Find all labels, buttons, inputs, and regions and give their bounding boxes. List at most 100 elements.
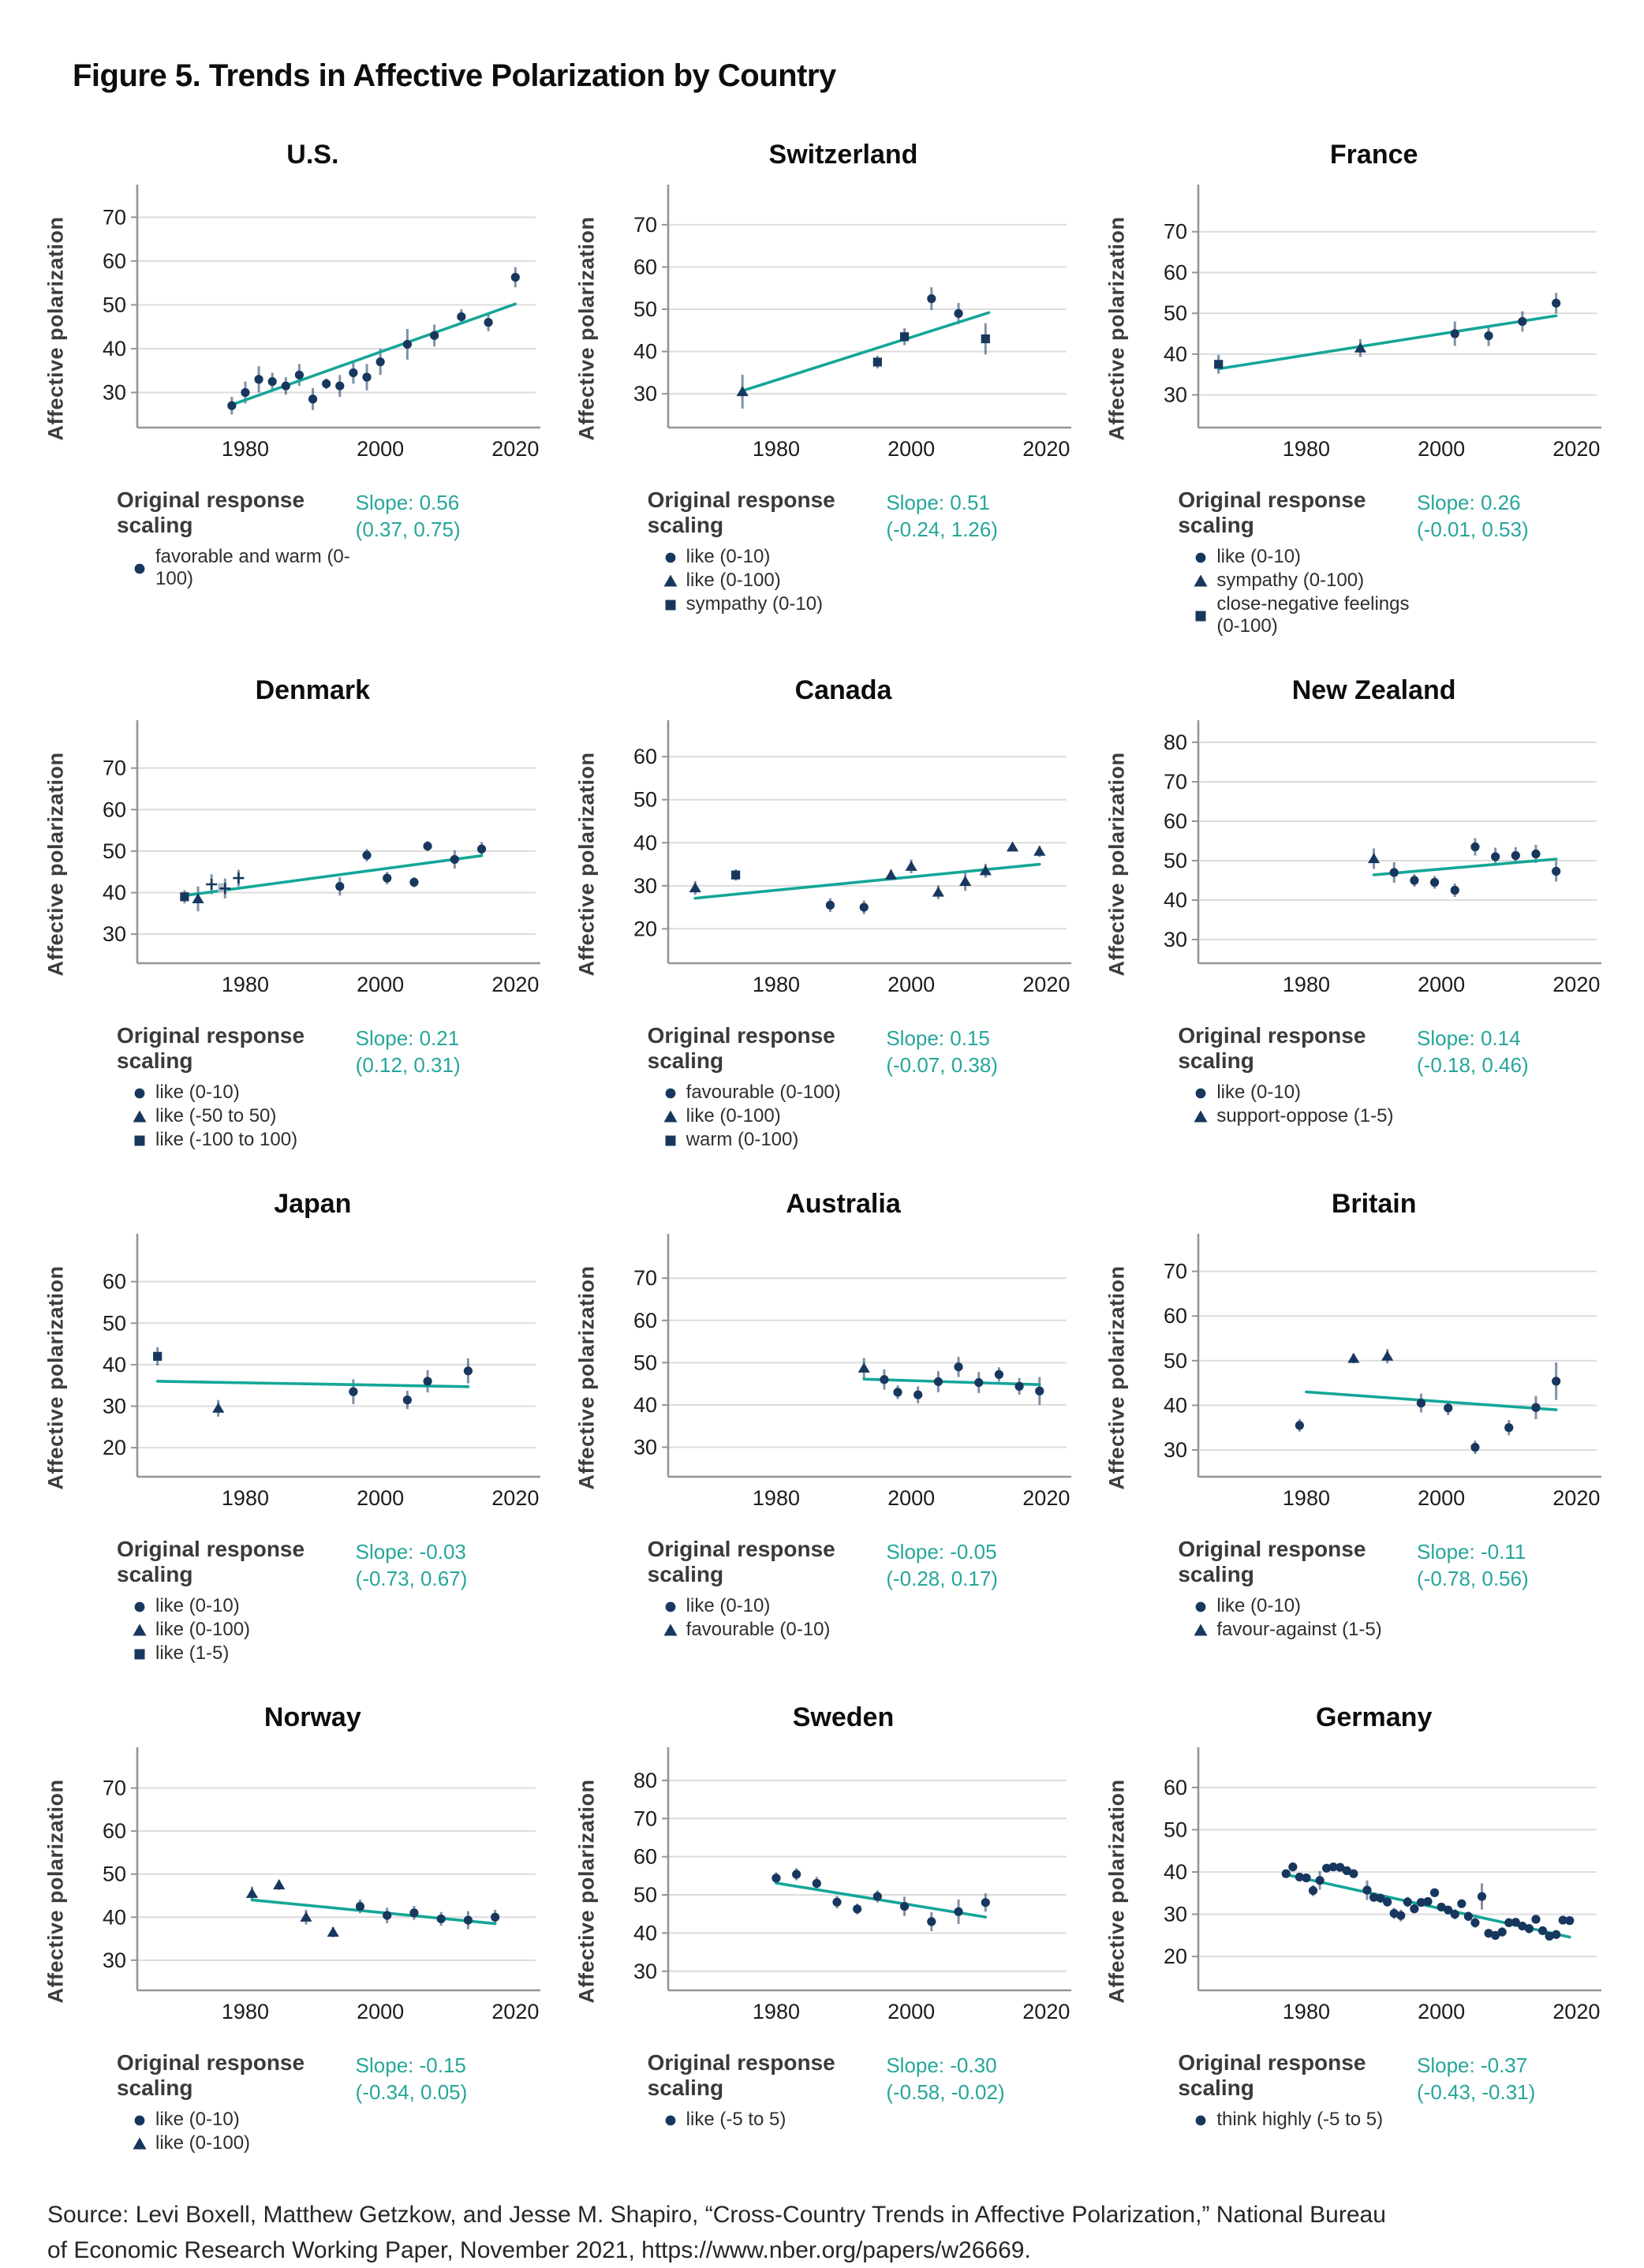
panel-title: U.S. bbox=[286, 140, 339, 170]
slope-confidence-interval: (-0.24, 1.26) bbox=[886, 517, 998, 542]
legend: Original response scaling like (0-10) symp… bbox=[1178, 488, 1417, 639]
legend-item: warm (0-100) bbox=[662, 1129, 887, 1151]
legend: Original response scaling like (0-10) like… bbox=[117, 2050, 356, 2156]
data-point-marker bbox=[376, 357, 385, 367]
x-tick-label: 2020 bbox=[1022, 2000, 1070, 2023]
triangle-marker-icon bbox=[663, 1623, 678, 1636]
data-point-marker bbox=[979, 865, 992, 876]
x-tick-label: 1980 bbox=[222, 2000, 269, 2023]
y-tick-label: 50 bbox=[1164, 1349, 1187, 1373]
data-point-marker bbox=[476, 844, 487, 854]
data-point-marker bbox=[1322, 1863, 1332, 1873]
y-tick-label: 70 bbox=[633, 1807, 657, 1830]
legend: Original response scaling like (0-10) supp… bbox=[1178, 1023, 1417, 1129]
x-tick-label: 1980 bbox=[1283, 973, 1330, 996]
data-point-marker bbox=[879, 1375, 889, 1384]
data-point-marker bbox=[1336, 1863, 1345, 1872]
x-tick-label: 2000 bbox=[1418, 437, 1465, 461]
triangle-marker-icon bbox=[1194, 1110, 1208, 1123]
circle-marker-icon bbox=[134, 2115, 145, 2126]
data-point-marker bbox=[409, 877, 419, 887]
data-point-marker bbox=[1504, 1423, 1514, 1433]
panel-title: Denmark bbox=[255, 675, 371, 705]
slope-annotation: Slope: 0.26 (-0.01, 0.53) bbox=[1417, 488, 1605, 544]
x-tick-label: 1980 bbox=[222, 437, 269, 461]
legend-item: think highly (-5 to 5) bbox=[1192, 2109, 1417, 2131]
data-point-marker bbox=[1288, 1862, 1298, 1872]
legend-item-label: like (0-100) bbox=[155, 1619, 251, 1640]
y-tick-label: 60 bbox=[103, 798, 126, 821]
legend-item-label: like (0-10) bbox=[155, 1595, 240, 1616]
data-point-marker bbox=[926, 294, 936, 304]
y-axis-label: Affective polarization bbox=[569, 730, 605, 998]
y-tick-label: 30 bbox=[633, 1436, 657, 1459]
source-line-1: Source: Levi Boxell, Matthew Getzkow, an… bbox=[47, 2202, 1386, 2228]
legend-title: Original response scaling bbox=[647, 488, 835, 537]
data-point-marker bbox=[294, 370, 305, 379]
legend-item-label: like (0-100) bbox=[686, 1105, 781, 1127]
y-axis-label-text: Affective polarization bbox=[574, 1265, 599, 1490]
legend-title: Original response scaling bbox=[647, 1023, 835, 1073]
y-axis-label: Affective polarization bbox=[38, 1757, 74, 2025]
x-tick-label: 1980 bbox=[753, 1486, 800, 1510]
data-point-marker bbox=[457, 312, 466, 322]
triangle-marker-icon bbox=[1194, 1623, 1208, 1636]
legend-title: Original response scaling bbox=[1178, 1537, 1366, 1586]
y-tick-label: 50 bbox=[633, 788, 657, 812]
legend-item-label: like (0-10) bbox=[686, 546, 771, 567]
data-point-marker bbox=[1518, 316, 1527, 327]
slope-annotation: Slope: -0.03 (-0.73, 0.67) bbox=[356, 1537, 544, 1593]
data-point-marker bbox=[409, 1908, 419, 1918]
data-point-marker bbox=[1552, 298, 1561, 308]
slope-value: Slope: -0.03 bbox=[355, 1540, 466, 1564]
legend-title: Original response scaling bbox=[117, 1537, 305, 1586]
panel-title: Japan bbox=[274, 1189, 352, 1219]
data-point-marker bbox=[872, 357, 882, 367]
panel-u-s-: U.S. Affective polarization 30 40 50 60 70 1980… bbox=[38, 140, 551, 639]
slope-value: Slope: 0.51 bbox=[886, 491, 990, 514]
chart-canada: 20 30 40 50 60 1980 2000 2020 bbox=[633, 720, 1071, 996]
legend-title: Original response scaling bbox=[1178, 1023, 1366, 1073]
chart-new-zealand: 30 40 50 60 70 80 1980 2000 2020 bbox=[1164, 720, 1602, 996]
y-tick-label: 50 bbox=[633, 297, 657, 321]
y-axis-label: Affective polarization bbox=[1099, 1757, 1135, 2025]
legend-item-label: like (1-5) bbox=[155, 1642, 230, 1664]
data-point-marker bbox=[933, 1377, 943, 1387]
panel-norway: Norway Affective polarization 30 40 50 60 70 19… bbox=[38, 1702, 551, 2156]
data-point-marker bbox=[402, 339, 412, 349]
panel-japan: Japan Affective polarization 20 30 40 50 60 198… bbox=[38, 1189, 551, 1666]
y-tick-label: 70 bbox=[1164, 1260, 1187, 1283]
trend-line bbox=[693, 862, 1041, 900]
data-point-marker bbox=[1309, 1885, 1318, 1896]
y-tick-label: 60 bbox=[633, 255, 657, 278]
slope-confidence-interval: (-0.01, 0.53) bbox=[1417, 517, 1529, 542]
panel-germany: Germany Affective polarization 20 30 40 50 60 1… bbox=[1099, 1702, 1612, 2156]
legend-item: close-negative feelings (0-100) bbox=[1192, 593, 1417, 637]
data-point-marker bbox=[1368, 853, 1381, 864]
y-tick-label: 50 bbox=[103, 839, 126, 863]
data-point-marker bbox=[1430, 877, 1440, 887]
slope-annotation: Slope: -0.05 (-0.28, 0.17) bbox=[886, 1537, 1074, 1593]
data-point-marker bbox=[383, 1911, 392, 1920]
data-point-marker bbox=[241, 387, 250, 398]
legend: Original response scaling like (0-10) like… bbox=[648, 488, 887, 617]
y-axis-label: Affective polarization bbox=[38, 194, 74, 462]
x-tick-label: 2000 bbox=[1418, 973, 1465, 996]
panel-sweden: Sweden Affective polarization 30 40 50 60 70 80… bbox=[569, 1702, 1082, 2156]
slope-confidence-interval: (-0.34, 0.05) bbox=[355, 2080, 468, 2105]
data-point-marker bbox=[1478, 1892, 1487, 1901]
data-point-marker bbox=[926, 1917, 936, 1926]
slope-value: Slope: -0.05 bbox=[886, 1540, 997, 1564]
x-tick-label: 1980 bbox=[753, 2000, 800, 2023]
data-point-marker bbox=[893, 1388, 902, 1397]
circle-marker-icon bbox=[1195, 1601, 1206, 1612]
data-point-marker bbox=[913, 1390, 922, 1399]
legend-item: support-oppose (1-5) bbox=[1192, 1105, 1417, 1127]
y-tick-label: 70 bbox=[1164, 220, 1187, 244]
data-point-marker bbox=[1376, 1893, 1386, 1903]
data-point-marker bbox=[1281, 1869, 1291, 1878]
x-tick-label: 2000 bbox=[1418, 2000, 1465, 2023]
legend-item-label: like (-5 to 5) bbox=[686, 2109, 787, 2130]
trend-line bbox=[1217, 314, 1558, 371]
x-tick-label: 2000 bbox=[1418, 1486, 1465, 1510]
